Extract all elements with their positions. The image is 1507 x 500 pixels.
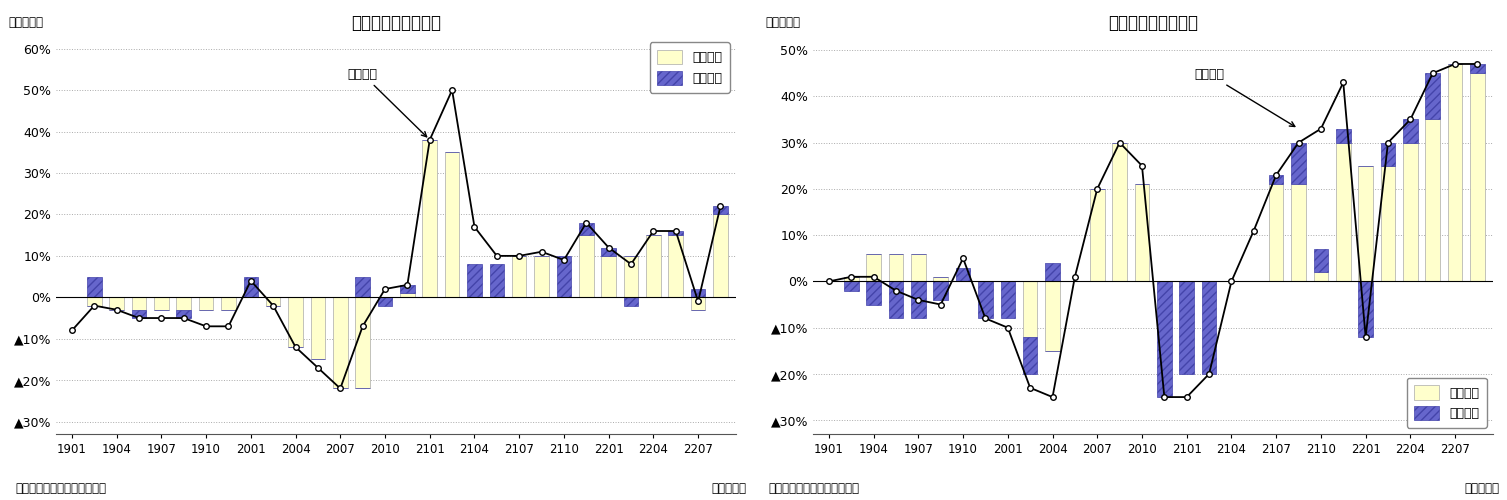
Bar — [1358, 166, 1373, 281]
Bar — [1180, 282, 1194, 374]
Bar — [844, 282, 859, 290]
Bar — [912, 282, 925, 319]
Bar — [288, 298, 303, 347]
Bar — [422, 140, 437, 298]
Bar — [978, 282, 993, 319]
Text: （前年比）: （前年比） — [766, 16, 800, 30]
Bar — [579, 235, 594, 298]
Bar — [579, 222, 594, 235]
Bar — [669, 231, 683, 235]
Bar — [690, 289, 705, 298]
Bar — [647, 235, 660, 298]
Bar — [110, 298, 124, 310]
Bar — [154, 298, 169, 310]
Text: 輸入金額: 輸入金額 — [1194, 68, 1295, 126]
Bar — [310, 298, 326, 360]
Bar — [1403, 142, 1418, 282]
Bar — [1471, 73, 1484, 282]
Text: （資料）財務省「貿易統計」: （資料）財務省「貿易統計」 — [769, 482, 859, 495]
Bar — [889, 254, 903, 281]
Bar — [490, 264, 505, 298]
Bar — [1090, 189, 1105, 282]
Bar — [1358, 282, 1373, 337]
Bar — [933, 277, 948, 281]
Bar — [1471, 64, 1484, 73]
Bar — [1448, 64, 1462, 282]
Text: （年・月）: （年・月） — [1465, 482, 1499, 495]
Bar — [1269, 175, 1284, 184]
Bar — [601, 248, 616, 256]
Bar — [1023, 337, 1037, 374]
Bar — [1023, 282, 1037, 337]
Bar — [512, 256, 526, 298]
Title: 輸出金額の要因分解: 輸出金額の要因分解 — [351, 14, 442, 32]
Bar — [1426, 120, 1441, 282]
Bar — [624, 256, 639, 298]
Bar — [1426, 73, 1441, 120]
Bar — [601, 256, 616, 298]
Bar — [1001, 282, 1016, 319]
Bar — [535, 256, 549, 298]
Text: （年・月）: （年・月） — [711, 482, 746, 495]
Legend: 数量要因, 価格要因: 数量要因, 価格要因 — [650, 42, 729, 92]
Bar — [1046, 282, 1059, 351]
Bar — [867, 282, 882, 304]
Bar — [1269, 184, 1284, 282]
Bar — [356, 276, 369, 297]
Legend: 数量要因, 価格要因: 数量要因, 価格要因 — [1408, 378, 1487, 428]
Bar — [333, 298, 348, 388]
Bar — [222, 298, 235, 310]
Bar — [176, 298, 191, 310]
Title: 輸入金額の要因分解: 輸入金額の要因分解 — [1108, 14, 1198, 32]
Bar — [244, 276, 258, 297]
Bar — [399, 293, 414, 298]
Bar — [1337, 128, 1350, 142]
Bar — [713, 206, 728, 214]
Bar — [356, 298, 369, 388]
Bar — [265, 298, 280, 306]
Bar — [399, 285, 414, 293]
Bar — [690, 298, 705, 310]
Bar — [1291, 184, 1305, 282]
Bar — [1201, 282, 1216, 374]
Bar — [912, 254, 925, 281]
Bar — [1380, 142, 1395, 166]
Bar — [378, 298, 392, 306]
Bar — [1291, 142, 1305, 184]
Bar — [1314, 249, 1328, 272]
Bar — [1135, 184, 1150, 282]
Bar — [889, 282, 903, 319]
Bar — [87, 298, 101, 306]
Text: 輸出金額: 輸出金額 — [348, 68, 426, 137]
Bar — [1403, 120, 1418, 142]
Bar — [1046, 263, 1059, 281]
Bar — [1157, 282, 1171, 397]
Bar — [445, 152, 460, 298]
Bar — [844, 277, 859, 281]
Bar — [556, 256, 571, 298]
Bar — [955, 268, 971, 281]
Bar — [199, 298, 214, 310]
Bar — [713, 214, 728, 298]
Text: （前年比）: （前年比） — [9, 16, 44, 30]
Bar — [933, 282, 948, 300]
Bar — [624, 298, 639, 306]
Bar — [1314, 272, 1328, 281]
Bar — [1112, 142, 1127, 282]
Bar — [1380, 166, 1395, 281]
Bar — [87, 276, 101, 297]
Bar — [467, 264, 482, 298]
Text: （資料）財務省「貿易統計」: （資料）財務省「貿易統計」 — [15, 482, 105, 495]
Bar — [131, 310, 146, 318]
Bar — [131, 298, 146, 310]
Bar — [1337, 142, 1350, 282]
Bar — [669, 235, 683, 298]
Bar — [176, 310, 191, 318]
Bar — [867, 254, 882, 281]
